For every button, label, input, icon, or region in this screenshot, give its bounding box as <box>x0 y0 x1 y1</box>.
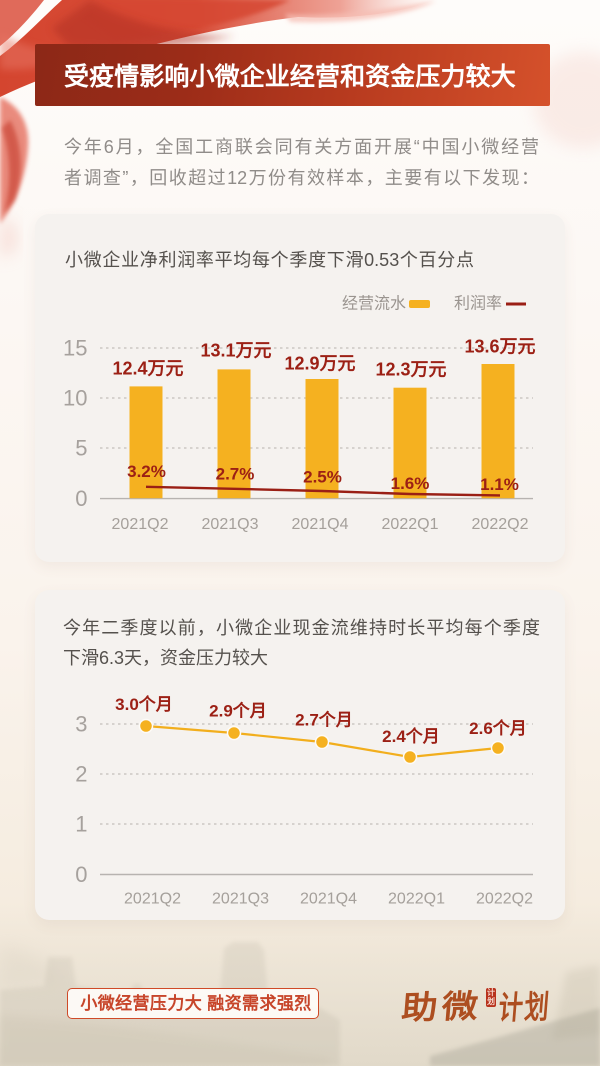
svg-text:13.1万元: 13.1万元 <box>200 341 271 361</box>
svg-text:3.0个月: 3.0个月 <box>115 694 173 714</box>
svg-text:2022Q2: 2022Q2 <box>476 891 533 908</box>
svg-text:0: 0 <box>75 862 87 887</box>
svg-text:1.1%: 1.1% <box>480 475 519 494</box>
svg-text:1: 1 <box>75 812 87 837</box>
svg-text:2021Q4: 2021Q4 <box>292 516 349 533</box>
svg-text:12.9万元: 12.9万元 <box>284 354 355 374</box>
svg-text:3: 3 <box>75 712 87 737</box>
svg-text:13.6万元: 13.6万元 <box>464 337 535 357</box>
svg-text:经营流水: 经营流水 <box>342 295 406 313</box>
svg-text:2022Q1: 2022Q1 <box>382 516 439 533</box>
svg-text:2021Q3: 2021Q3 <box>202 516 259 533</box>
svg-text:12.3万元: 12.3万元 <box>375 360 446 380</box>
svg-text:利润率: 利润率 <box>454 295 502 313</box>
svg-text:2022Q2: 2022Q2 <box>472 516 529 533</box>
svg-text:2.7个月: 2.7个月 <box>295 710 353 730</box>
svg-text:2021Q2: 2021Q2 <box>124 891 181 908</box>
svg-text:2021Q2: 2021Q2 <box>112 516 169 533</box>
svg-text:2: 2 <box>75 762 87 787</box>
svg-text:10: 10 <box>63 386 87 411</box>
svg-text:2021Q4: 2021Q4 <box>300 891 357 908</box>
svg-text:2.6个月: 2.6个月 <box>469 718 527 738</box>
svg-text:2.4个月: 2.4个月 <box>382 726 440 746</box>
svg-text:2.5%: 2.5% <box>303 468 342 487</box>
svg-text:12.4万元: 12.4万元 <box>112 359 183 379</box>
svg-text:2.7%: 2.7% <box>216 465 255 484</box>
svg-text:0: 0 <box>75 486 87 511</box>
svg-text:2.9个月: 2.9个月 <box>209 701 267 721</box>
svg-text:2022Q1: 2022Q1 <box>388 891 445 908</box>
svg-text:2021Q3: 2021Q3 <box>212 891 269 908</box>
svg-text:1.6%: 1.6% <box>391 474 430 493</box>
svg-text:5: 5 <box>75 436 87 461</box>
svg-text:15: 15 <box>63 336 87 361</box>
svg-text:3.2%: 3.2% <box>127 462 166 481</box>
